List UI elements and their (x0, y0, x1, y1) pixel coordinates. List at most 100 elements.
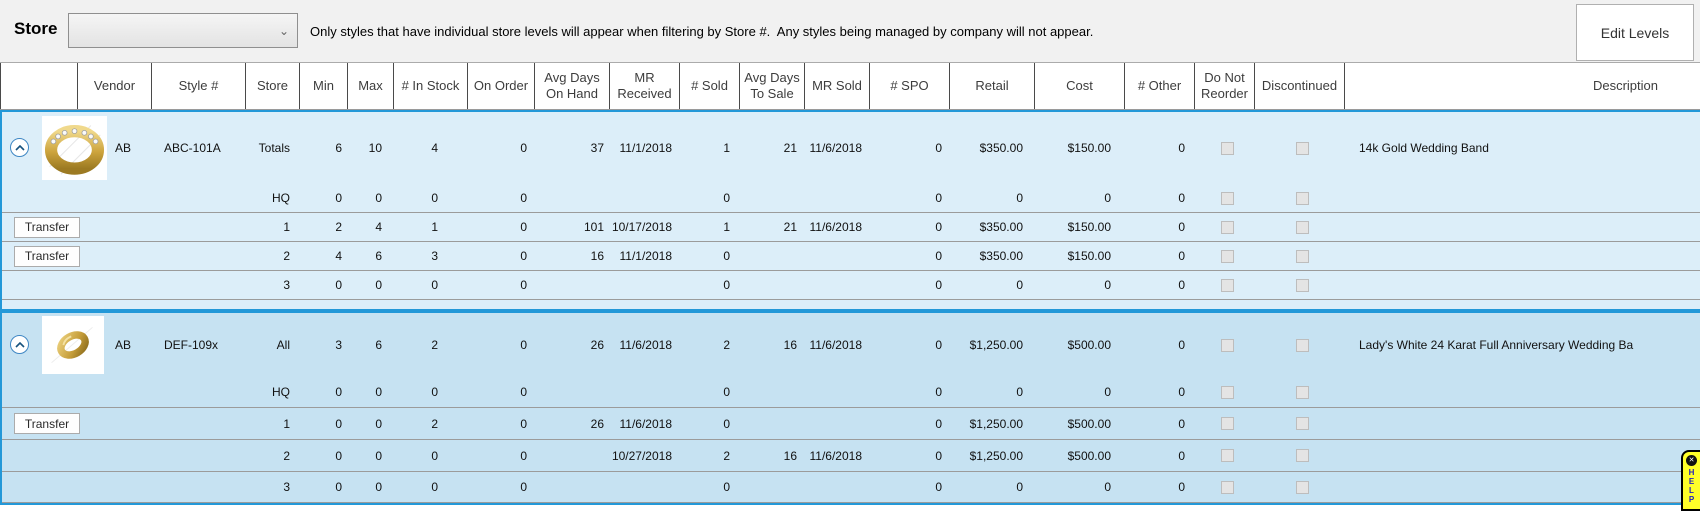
avg-days-on-hand-cell: 26 (590, 338, 604, 352)
store-level-row-hq: HQ 0 0 0 0 0 0 0 0 0 (2, 184, 1700, 213)
discontinued-checkbox[interactable] (1295, 191, 1309, 205)
discontinued-checkbox[interactable] (1295, 220, 1309, 234)
avg-days-to-sale-cell: 21 (783, 220, 797, 234)
store-level-row-3: 3 0 0 0 0 0 0 0 0 0 (2, 271, 1700, 300)
num-sold-cell: 1 (723, 220, 730, 234)
collapse-group-button[interactable] (10, 138, 29, 157)
header-cell-avg-days-on-hand: Avg Days On Hand (535, 63, 610, 109)
do-not-reorder-checkbox[interactable] (1220, 191, 1234, 205)
header-cell-max: Max (348, 63, 394, 109)
mr-received-cell: 11/6/2018 (619, 416, 673, 431)
on-order-cell: 0 (520, 385, 527, 399)
num-other-cell: 0 (1178, 480, 1185, 494)
do-not-reorder-checkbox[interactable] (1220, 278, 1234, 292)
cost-cell: 0 (1104, 385, 1111, 399)
header-cell-num-sold: # Sold (680, 63, 740, 109)
header-cell-avg-days-to-sale: Avg Days To Sale (740, 63, 805, 109)
do-not-reorder-checkbox[interactable] (1220, 480, 1234, 494)
num-sold-cell: 1 (723, 141, 730, 155)
store-level-row-hq: HQ 0 0 0 0 0 0 0 0 0 (2, 377, 1700, 408)
header-cell-vendor: Vendor (78, 63, 152, 109)
item-photo (42, 316, 104, 374)
do-not-reorder-checkbox[interactable] (1220, 220, 1234, 234)
header-cell-do-not-reorder: Do Not Reorder (1195, 63, 1255, 109)
header-cell-actions (0, 63, 78, 109)
header-cell-num-other: # Other (1125, 63, 1195, 109)
do-not-reorder-checkbox[interactable] (1220, 417, 1234, 430)
in-stock-cell: 4 (431, 141, 438, 155)
store-level-row-3: 3 0 0 0 0 0 0 0 0 0 (2, 472, 1700, 503)
num-spo-cell: 0 (935, 385, 942, 399)
header-cell-in-stock: # In Stock (394, 63, 468, 109)
chevron-up-icon (14, 341, 25, 348)
on-order-cell: 0 (520, 448, 527, 463)
cost-cell: $150.00 (1067, 141, 1111, 155)
max-cell: 6 (375, 338, 382, 352)
discontinued-checkbox[interactable] (1295, 417, 1309, 430)
retail-cell: 0 (1016, 278, 1023, 292)
vendor-cell: AB (115, 141, 132, 155)
max-cell: 0 (375, 278, 382, 292)
cost-cell: $500.00 (1067, 416, 1111, 431)
store-cell: 3 (283, 278, 290, 292)
store-cell: 3 (283, 480, 290, 494)
on-order-cell: 0 (520, 141, 527, 155)
cost-cell: $150.00 (1067, 220, 1111, 234)
do-not-reorder-checkbox[interactable] (1220, 249, 1234, 263)
edit-levels-button[interactable]: Edit Levels (1576, 4, 1694, 61)
num-other-cell: 0 (1178, 385, 1185, 399)
store-level-row-2: Transfer 2 4 6 3 0 16 11/1/2018 0 0 $350… (2, 242, 1700, 271)
style-group-abc101a: AB ABC-101A Totals 6 10 4 0 37 11/1/2018… (0, 110, 1700, 311)
retail-cell: $1,250.00 (969, 338, 1023, 352)
do-not-reorder-checkbox[interactable] (1220, 338, 1234, 352)
collapse-group-button[interactable] (10, 335, 29, 354)
help-tab[interactable]: ✕ H E L P (1681, 450, 1700, 511)
header-cell-num-spo: # SPO (870, 63, 950, 109)
num-other-cell: 0 (1178, 448, 1185, 463)
header-cell-on-order: On Order (468, 63, 535, 109)
transfer-button[interactable]: Transfer (14, 216, 80, 238)
gold-ring-image (51, 326, 93, 364)
close-icon[interactable]: ✕ (1686, 455, 1697, 466)
item-photo (42, 116, 107, 180)
on-order-cell: 0 (520, 338, 527, 352)
discontinued-checkbox[interactable] (1295, 249, 1309, 263)
header-cell-retail: Retail (950, 63, 1035, 109)
do-not-reorder-checkbox[interactable] (1220, 449, 1234, 462)
discontinued-checkbox[interactable] (1295, 278, 1309, 292)
discontinued-checkbox[interactable] (1295, 480, 1309, 494)
max-cell: 0 (375, 191, 382, 205)
transfer-button[interactable]: Transfer (14, 245, 80, 267)
num-other-cell: 0 (1178, 220, 1185, 234)
discontinued-checkbox[interactable] (1295, 449, 1309, 462)
style-group-def109x: AB DEF-109x All 3 6 2 0 26 11/6/2018 2 1… (0, 311, 1700, 505)
discontinued-checkbox[interactable] (1295, 338, 1309, 352)
discontinued-checkbox[interactable] (1295, 385, 1309, 399)
store-cell: 1 (283, 220, 290, 234)
retail-cell: $1,250.00 (969, 448, 1023, 463)
in-stock-cell: 0 (431, 278, 438, 292)
do-not-reorder-checkbox[interactable] (1220, 385, 1234, 399)
vendor-cell: AB (115, 338, 132, 352)
store-filter-dropdown[interactable]: ⌄ (68, 13, 298, 48)
on-order-cell: 0 (520, 480, 527, 494)
mr-received-cell: 11/1/2018 (619, 141, 673, 155)
num-sold-cell: 0 (723, 249, 730, 263)
avg-days-to-sale-cell: 21 (783, 141, 797, 155)
header-cell-mr-sold: MR Sold (805, 63, 870, 109)
in-stock-cell: 1 (431, 220, 438, 234)
help-tab-label: P (1688, 495, 1695, 504)
num-spo-cell: 0 (935, 191, 942, 205)
discontinued-checkbox[interactable] (1295, 141, 1309, 155)
do-not-reorder-checkbox[interactable] (1220, 141, 1234, 155)
avg-days-to-sale-cell: 16 (783, 338, 797, 352)
num-sold-cell: 0 (723, 480, 730, 494)
max-cell: 0 (375, 480, 382, 494)
transfer-button[interactable]: Transfer (14, 413, 80, 434)
header-cell-description: Description (1592, 77, 1658, 93)
num-spo-cell: 0 (935, 480, 942, 494)
description-cell: Lady's White 24 Karat Full Anniversary W… (1359, 338, 1634, 352)
on-order-cell: 0 (520, 249, 527, 263)
max-cell: 4 (375, 220, 382, 234)
num-sold-cell: 2 (723, 448, 730, 463)
